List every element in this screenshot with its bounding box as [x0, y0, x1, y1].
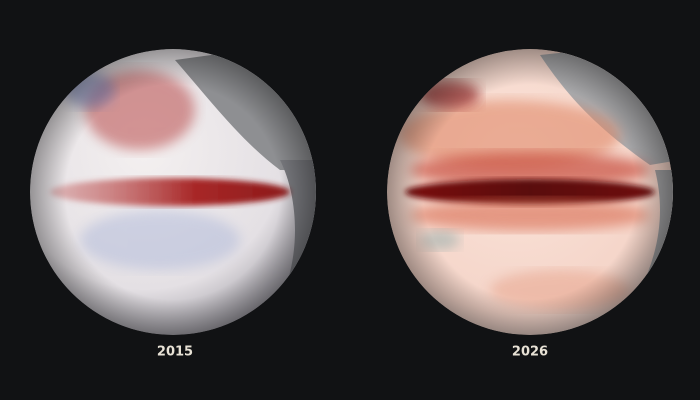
globe-2015	[30, 49, 316, 335]
globe-2026	[387, 49, 673, 335]
panel-label: 2015	[157, 345, 193, 360]
panel-label: 2026	[512, 345, 548, 360]
